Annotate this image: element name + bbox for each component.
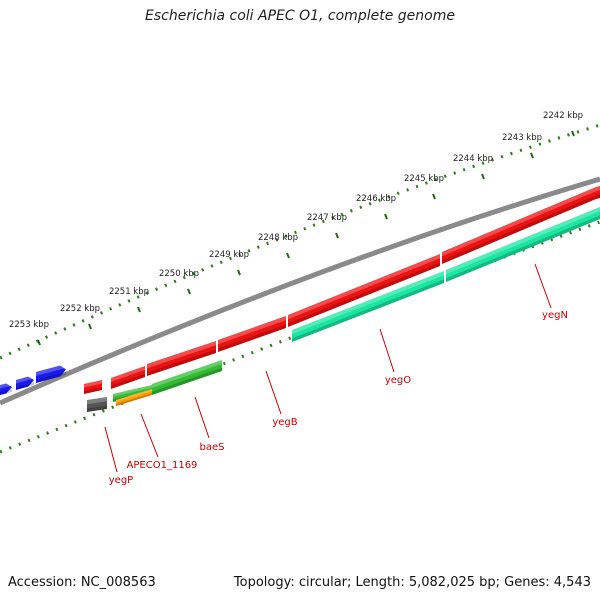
tick-label: 2253 kbp: [9, 320, 49, 330]
gene-label: yegP: [109, 475, 133, 486]
gene-leader-line: [379, 328, 395, 373]
tick-label: 2248 kbp: [258, 233, 298, 243]
gene-label: APECO1_1169: [127, 460, 198, 471]
tick-label: 2245 kbp: [404, 174, 444, 184]
tick-mark: [384, 213, 388, 220]
gene-bar-green-1: [152, 360, 222, 395]
gene-bar-blue-3: [0, 382, 12, 395]
gene-bar-blue-2: [16, 375, 34, 390]
tick-mark: [88, 323, 92, 330]
gene-label: baeS: [200, 442, 225, 453]
tick-mark: [530, 152, 534, 159]
tick-label: 2244 kbp: [453, 154, 493, 164]
tick-label: 2242 kbp: [543, 111, 583, 121]
tick-mark: [335, 232, 339, 239]
tick-marks: 2242 kbp 2243 kbp 2244 kbp 2245 kbp 2246 kbp…: [9, 111, 583, 346]
topology-summary: Topology: circular; Length: 5,082,025 bp…: [233, 575, 591, 590]
tick-label: 2251 kbp: [109, 287, 149, 297]
gene-bar-gray: [87, 397, 107, 412]
gene-bar-yegN: [442, 187, 596, 264]
gene-bar-baeS: [147, 341, 216, 376]
gene-bar-teal-1: [446, 207, 600, 282]
gene-bar-APECO1_1169: [111, 366, 145, 389]
genome-backbone: [0, 176, 600, 406]
tick-mark: [187, 288, 191, 295]
tick-label: 2246 kbp: [356, 194, 396, 204]
gene-bar-yegP: [84, 380, 102, 394]
gene-bar-teal-2: [292, 271, 444, 342]
gene-label: yegB: [272, 417, 297, 428]
tick-mark: [481, 173, 485, 180]
tick-mark: [571, 130, 575, 137]
outer-scale-arc: [0, 123, 600, 360]
tick-mark: [286, 252, 290, 259]
page-title: Escherichia coli APEC O1, complete genom…: [145, 8, 455, 24]
tick-mark: [432, 193, 436, 200]
gene-leader-line: [194, 396, 210, 439]
gene-leader-line: [534, 263, 552, 309]
tick-label: 2249 kbp: [209, 250, 249, 260]
tick-label: 2243 kbp: [502, 133, 542, 143]
gene-label: yegN: [542, 310, 568, 321]
gene-bar-blue-1: [36, 364, 66, 383]
gene-bar-yegO: [288, 254, 440, 327]
gene-features: [0, 186, 600, 412]
gene-bar-yegB: [218, 316, 286, 352]
tick-mark: [137, 306, 141, 313]
tick-label: 2250 kbp: [159, 269, 199, 279]
tick-label: 2252 kbp: [60, 304, 100, 314]
gene-bar-edge: [596, 186, 600, 199]
tick-label: 2247 kbp: [307, 213, 347, 223]
gene-bar-orange: [116, 389, 152, 406]
gene-label: yegO: [385, 375, 411, 386]
tick-mark: [237, 269, 241, 276]
tick-mark: [37, 339, 41, 346]
gene-leader-line: [104, 426, 118, 473]
accession-text: Accession: NC_008563: [8, 575, 156, 590]
gene-leader-line: [140, 413, 159, 458]
gene-leader-line: [265, 370, 282, 415]
